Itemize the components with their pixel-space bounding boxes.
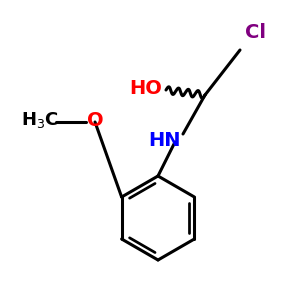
Text: HN: HN <box>149 130 181 149</box>
Text: Cl: Cl <box>244 23 266 43</box>
Text: O: O <box>87 110 103 130</box>
Text: H$_3$C: H$_3$C <box>21 110 59 130</box>
Text: HO: HO <box>130 79 162 98</box>
